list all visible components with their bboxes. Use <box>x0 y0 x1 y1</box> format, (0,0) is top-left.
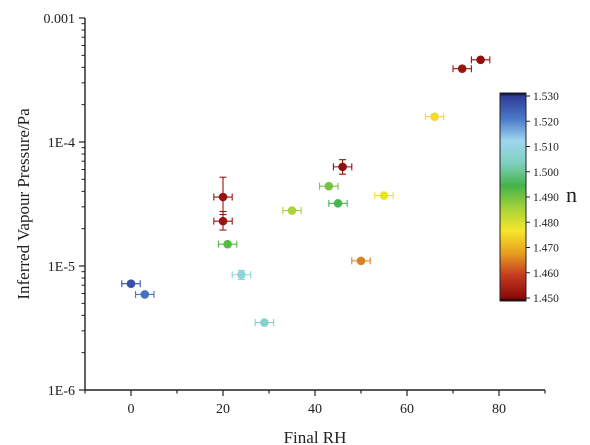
data-point <box>231 269 252 280</box>
data-point <box>121 279 141 288</box>
colorbar-tick-label: 1.490 <box>533 192 559 204</box>
data-marker <box>338 162 347 172</box>
data-point <box>213 210 233 231</box>
data-marker <box>333 199 343 208</box>
axes <box>84 18 545 391</box>
data-marker <box>430 112 439 121</box>
data-marker <box>476 55 485 65</box>
colorbar-title: n <box>566 182 577 207</box>
data-marker <box>218 192 228 202</box>
data-points <box>121 55 491 327</box>
y-tick-label: 1E-5 <box>48 260 75 275</box>
y-tick-label: 1E-4 <box>48 136 75 151</box>
colorbar-ticks: 1.450 1.460 1.470 1.480 1.490 1.500 1.510 1.520… <box>526 91 559 305</box>
colorbar-tick-label: 1.460 <box>533 268 559 280</box>
data-marker <box>218 216 228 226</box>
data-marker <box>260 318 269 327</box>
data-marker <box>140 290 150 299</box>
colorbar-tick-label: 1.520 <box>533 116 559 128</box>
x-ticks: 0 20 40 60 80 <box>84 390 546 417</box>
data-marker <box>356 256 366 266</box>
colorbar: 1.450 1.460 1.470 1.480 1.490 1.500 1.510 1.520… <box>499 91 577 305</box>
y-axis-title: Inferred Vapour Pressure/Pa <box>14 108 33 300</box>
colorbar-tick-label: 1.500 <box>533 167 559 179</box>
y-tick-label: 0.001 <box>44 12 76 27</box>
y-tick-label: 1E-6 <box>48 384 75 399</box>
data-point <box>351 256 371 266</box>
y-ticks: 1E-6 1E-5 1E-4 0.001 <box>44 12 85 399</box>
data-point <box>217 239 238 249</box>
data-point <box>282 206 302 215</box>
data-marker <box>223 239 232 249</box>
x-tick-label: 80 <box>492 402 506 417</box>
data-point <box>135 290 155 299</box>
colorbar-gradient <box>499 92 527 302</box>
x-tick-label: 20 <box>216 402 230 417</box>
data-point <box>254 318 275 327</box>
data-marker <box>379 191 389 200</box>
data-marker <box>287 206 297 215</box>
colorbar-tick-label: 1.530 <box>533 91 559 103</box>
colorbar-tick-label: 1.480 <box>533 217 559 229</box>
x-tick-label: 40 <box>308 402 322 417</box>
data-marker <box>126 279 136 288</box>
data-point <box>470 55 491 65</box>
data-point <box>319 181 339 191</box>
colorbar-tick-label: 1.450 <box>533 293 559 305</box>
x-axis-title: Final RH <box>284 428 347 445</box>
colorbar-tick-label: 1.510 <box>533 142 559 154</box>
data-point <box>332 159 353 175</box>
colorbar-tick-label: 1.470 <box>533 243 559 255</box>
data-point <box>374 191 394 200</box>
data-marker <box>237 270 246 280</box>
data-marker <box>324 181 334 191</box>
data-marker <box>457 64 467 74</box>
data-point <box>213 176 233 216</box>
data-point <box>328 199 348 208</box>
x-tick-label: 0 <box>128 402 135 417</box>
x-tick-label: 60 <box>400 402 414 417</box>
data-point <box>424 112 445 121</box>
data-point <box>452 64 472 74</box>
